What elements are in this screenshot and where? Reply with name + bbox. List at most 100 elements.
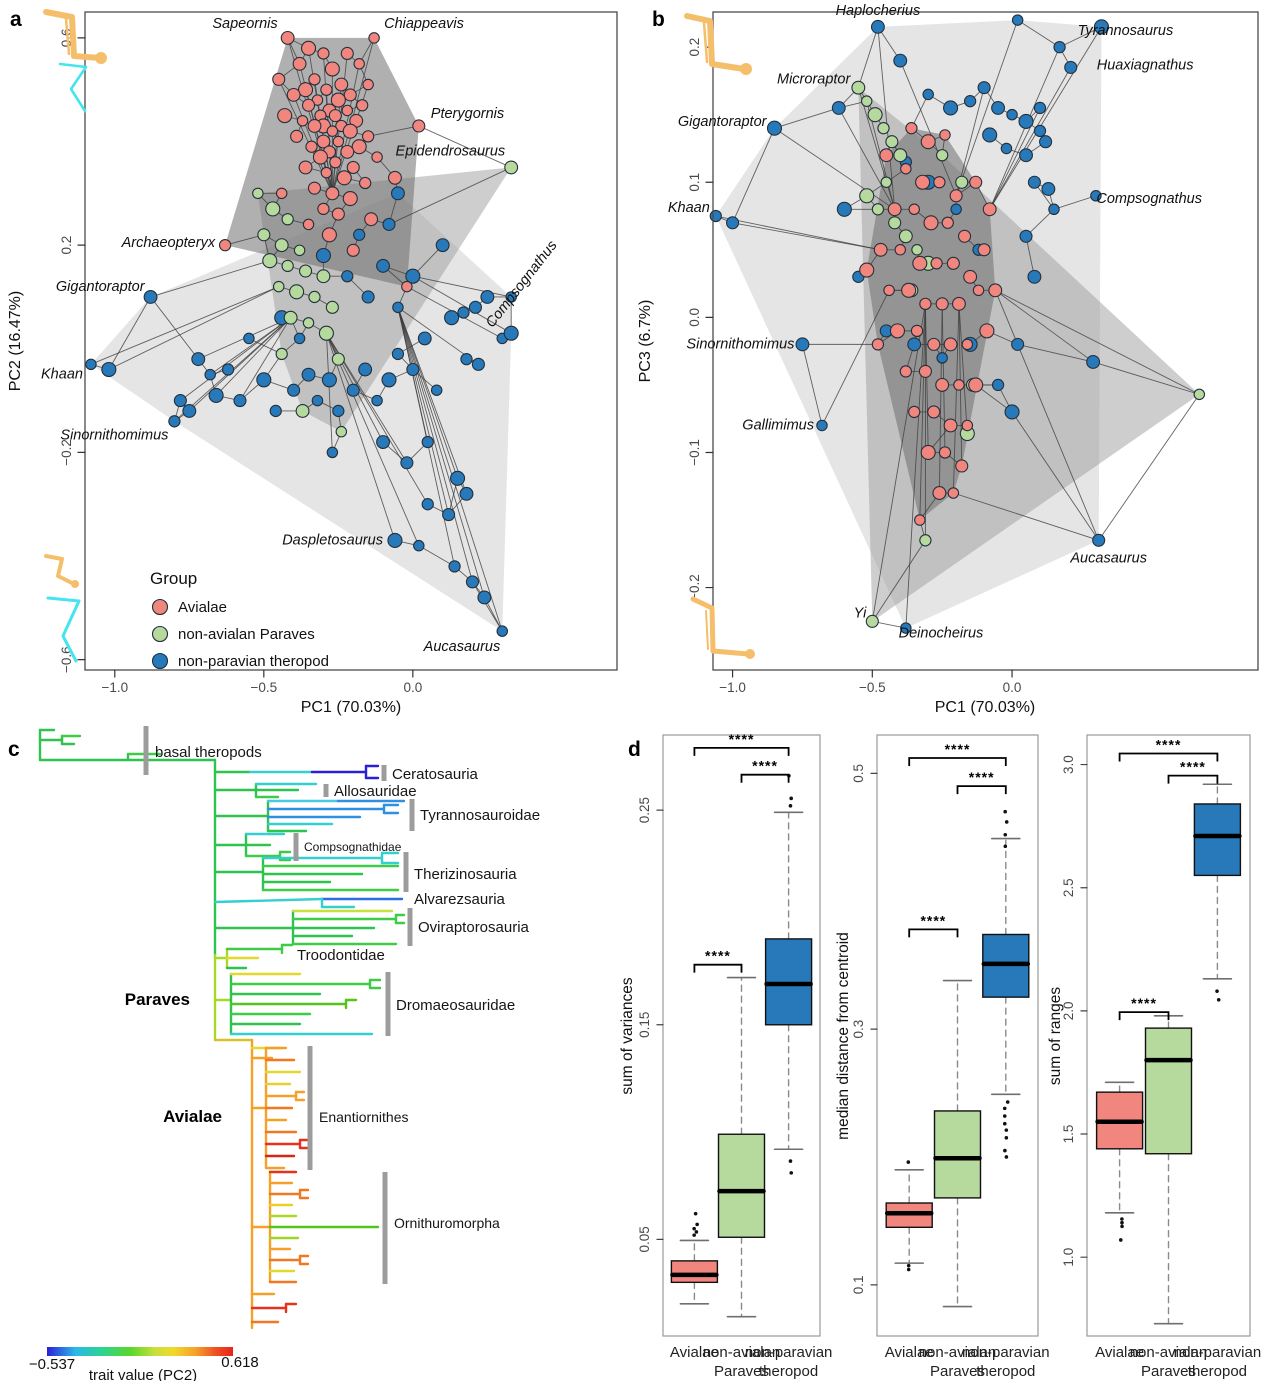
scatter-point-theropod [459,486,474,501]
scatter-point-theropod [936,352,948,364]
scatter-point-avialae [332,135,345,148]
outlier-dot [694,1230,699,1234]
y-tick-label: 1.0 [1061,1248,1076,1267]
clade-label: Troodontidae [297,947,385,964]
y-tick-label: −0.2 [687,574,702,601]
scatter-point-avialae [305,140,318,153]
y-tick-label: 0.5 [851,764,866,783]
scatter-point-theropod [311,394,324,407]
scatter-point-avialae [330,92,346,108]
box-paraves [717,1133,766,1238]
scatter-point-avialae [272,72,286,86]
scatter-point-theropod [381,372,397,388]
scatter-point-theropod [353,228,366,241]
species-label: Compsognathus [1096,191,1202,207]
clade-label: Compsognathidae [304,840,402,854]
scatter-point-avialae [935,377,950,392]
legend-dot-theropod [151,652,169,670]
box-paraves [1144,1027,1193,1155]
scatter-point-avialae [362,78,374,91]
scatter-point-avialae [887,202,902,217]
phylo-edge [397,306,485,598]
species-label: Daspletosaurus [282,532,383,548]
legend-label-theropod: non-paravian theropod [178,653,329,670]
category-label: Avialae [1095,1344,1144,1361]
scatter-point-avialae [316,134,331,149]
hindlimb-sketch-cyan-top [58,62,88,113]
y-tick-label: −0.2 [59,439,74,466]
scatter-point-avialae [321,227,337,243]
scatter-point-avialae [342,190,358,207]
scatter-point-avialae [963,269,978,284]
scatter-point-theropod [471,357,485,371]
clade-bar-compsognathidae [293,833,299,861]
scatter-point-theropod [991,378,1005,392]
panel-c-tree: basal theropodsCeratosauriaAllosauridaeT… [38,726,540,1330]
species-label: Epidendrosaurus [396,143,506,159]
scatter-point-theropod [391,347,405,361]
y-tick-label: 2.5 [1061,878,1076,897]
scatter-point-theropod [943,100,959,116]
scatter-point-theropod [963,95,977,108]
phylo-edge [108,286,280,370]
scatter-point-avialae [334,77,349,92]
scatter-point-avialae [961,419,974,432]
x-tick-label: 0.0 [403,680,422,695]
significance-bracket [956,785,1007,795]
clade-bar-tyrannosauroidae [409,799,415,831]
phylo-edge [397,306,473,583]
scatter-point-avialae [923,215,939,231]
clade-bar-allosauridae [323,784,329,797]
phylo-edge [1059,26,1102,48]
species-label: Chiappeavis [384,16,464,32]
scatter-point-theropod [870,19,885,34]
legend-dot-avialae [151,598,169,616]
forelimb-sketch-orange-bottom-tip [71,580,79,588]
scatter-point-theropod [1033,101,1047,115]
scatter-point-avialae [968,377,984,393]
scatter-point-theropod [256,372,272,388]
scatter-point-theropod [950,203,962,216]
subplot-border [662,734,821,1337]
group-legend: Group Avialae non-avialan Paraves non-pa… [150,569,329,670]
scatter-point-paraves [865,614,879,628]
scatter-point-avialae [308,73,321,86]
phylo-edge [397,306,458,479]
scatter-point-theropod [332,404,345,418]
scatter-point-theropod [173,394,187,408]
scatter-point-theropod [982,127,998,143]
panel-d-letter: d [628,738,641,761]
scatter-point-theropod [321,372,337,388]
phylo-edge [367,125,420,137]
scatter-point-paraves [274,238,289,253]
scatter-point-theropod [900,622,912,634]
scatter-point-paraves [295,403,310,418]
forelimb-sketch-orange-top-tip [740,63,752,75]
scatter-point-theropod [460,352,473,366]
panel-b-y-axis-title: PC3 (6.7%) [637,300,654,383]
phylo-edge [899,60,957,197]
points-avialae [859,122,1003,526]
outlier-dot [906,1267,911,1272]
species-label: Haplocherius [836,3,921,19]
scatter-point-avialae [275,187,288,200]
y-tick-label: 0.3 [851,1020,866,1039]
scatter-point-avialae [286,87,301,102]
scatter-point-theropod [922,88,934,101]
scatter-point-theropod [101,361,117,378]
colorbar-max: 0.618 [221,1354,259,1371]
scatter-point-avialae [325,186,340,201]
outlier-dot [1004,1155,1009,1159]
clade-bar-basal-theropods [143,726,149,775]
legend-dot-paraves [151,625,169,643]
species-label: Pterygornis [431,106,504,122]
scatter-point-paraves [308,290,321,304]
phylo-edge [877,26,896,210]
scatter-point-avialae [935,297,949,311]
scatter-point-avialae [932,486,947,500]
scatter-point-paraves [911,244,923,256]
colorbar-title: trait value (PC2) [89,1367,197,1381]
